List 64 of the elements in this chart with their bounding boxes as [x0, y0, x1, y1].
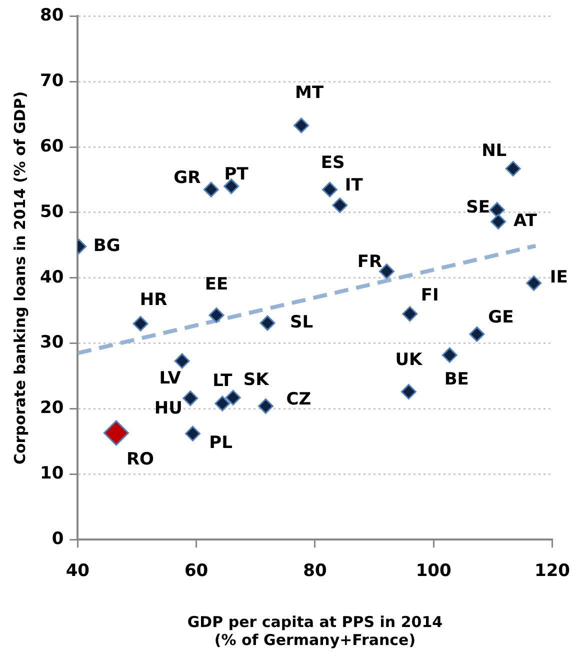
y-tick-label: 60	[40, 136, 64, 156]
point	[322, 182, 338, 198]
point	[332, 198, 348, 214]
annotation: FR	[357, 252, 382, 272]
y-tick-label: 0	[52, 529, 64, 550]
y-tick-label: 80	[40, 6, 64, 26]
annotation: LT	[212, 370, 233, 391]
point	[258, 398, 274, 414]
annotation: MT	[295, 82, 324, 103]
point	[489, 202, 505, 218]
annotation: NL	[482, 141, 507, 162]
point	[174, 353, 190, 369]
x-tick-label: 60	[184, 561, 208, 582]
point	[132, 316, 148, 332]
annotation: FI	[420, 285, 439, 306]
x-tick-label: 120	[534, 561, 570, 582]
annotation: EE	[204, 274, 228, 295]
annotation: SE	[466, 197, 490, 218]
y-tick-label: 20	[40, 398, 64, 418]
point	[442, 347, 458, 363]
annotation: LV	[159, 368, 182, 388]
point	[490, 214, 506, 230]
point	[505, 160, 521, 176]
point	[182, 390, 198, 406]
point	[400, 384, 416, 400]
point	[402, 306, 418, 322]
point	[224, 178, 240, 194]
annotation: PL	[209, 433, 233, 454]
annotation: SK	[243, 370, 270, 390]
annotation: HR	[140, 290, 168, 310]
annotation: CZ	[286, 390, 312, 410]
x-axis-title: GDP per capita at PPS in 2014 (% of Germany+France)	[187, 612, 443, 649]
point	[208, 307, 224, 323]
annotation: RO	[126, 449, 154, 470]
y-tick-label: 30	[40, 332, 64, 353]
annotation: BE	[444, 370, 469, 390]
point	[469, 326, 485, 342]
annotation: BG	[93, 236, 120, 256]
x-tick-label: 80	[303, 561, 327, 582]
y-tick-label: 40	[40, 267, 64, 288]
point	[185, 426, 200, 442]
y-axis-title: Corporate banking loans in 2014 (% of GDP)	[10, 91, 29, 465]
annotation: IE	[550, 268, 568, 288]
annotation: GR	[174, 168, 201, 188]
point	[260, 315, 276, 331]
annotation: IT	[344, 176, 364, 196]
x-tick-label: 40	[66, 561, 90, 582]
point	[294, 118, 310, 134]
annotation: AT	[514, 211, 538, 232]
y-tick-label: 50	[40, 202, 64, 222]
point	[526, 275, 542, 291]
annotation: UK	[395, 350, 424, 370]
annotation: HU	[154, 398, 182, 419]
annotation: ES	[320, 153, 345, 173]
x-tick-label: 100	[416, 561, 452, 582]
point	[225, 390, 241, 406]
point	[203, 182, 219, 198]
point	[214, 396, 230, 412]
point	[103, 420, 129, 446]
annotation: SL	[290, 312, 314, 332]
annotation: PT	[224, 164, 249, 185]
annotation: GE	[488, 308, 514, 328]
y-tick-label: 10	[40, 464, 64, 484]
y-tick-label: 70	[40, 71, 64, 92]
